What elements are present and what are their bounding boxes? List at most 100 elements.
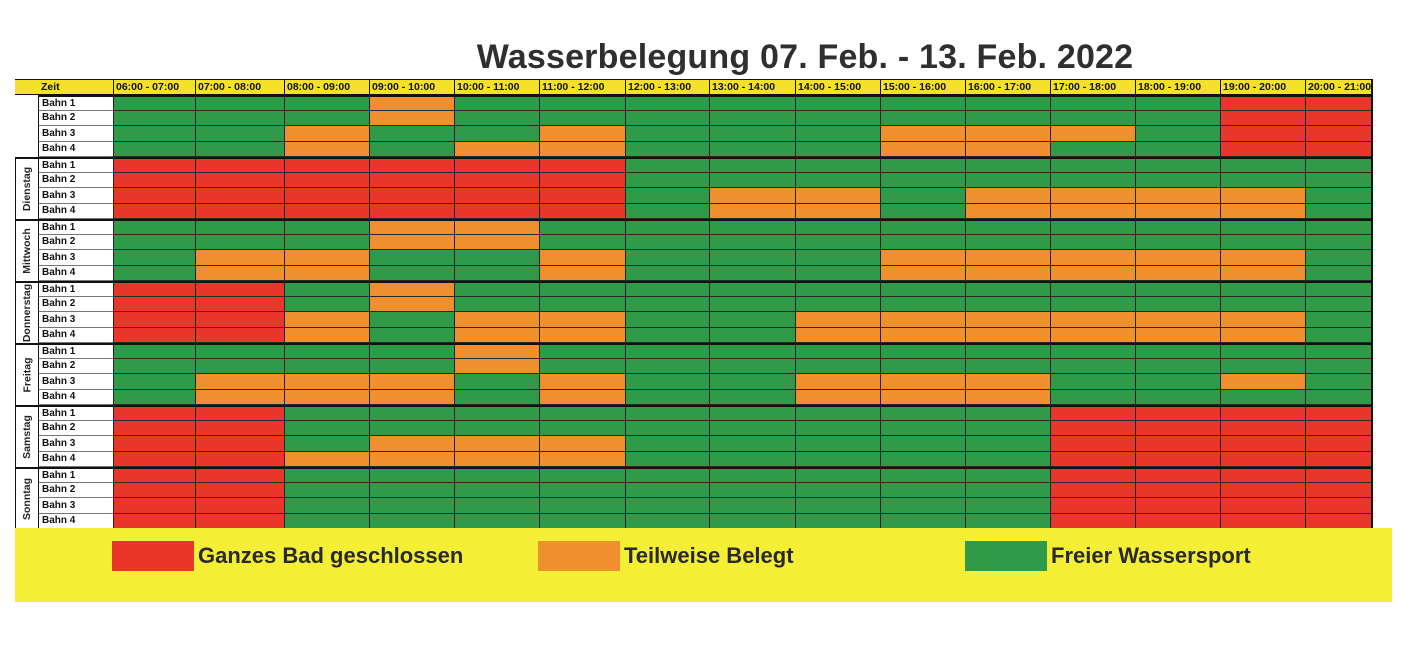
- slot-cell: [1050, 250, 1135, 266]
- slot-cell: [1050, 172, 1135, 188]
- slot-cell: [795, 95, 880, 111]
- hour-header: 06:00 - 07:00: [113, 79, 195, 95]
- slot-cell: [625, 95, 709, 111]
- slot-cell: [965, 451, 1050, 467]
- slot-cell: [539, 498, 625, 514]
- slot-cell: [369, 436, 454, 452]
- slot-cell: [369, 296, 454, 312]
- slot-cell: [1305, 513, 1372, 529]
- slot-cell: [1135, 203, 1220, 219]
- slot-cell: [369, 219, 454, 235]
- slot-cell: [1220, 126, 1305, 142]
- slot-cell: [195, 95, 284, 111]
- slot-cell: [369, 141, 454, 157]
- day-name: Donnerstag: [21, 283, 33, 343]
- slot-cell: [284, 281, 369, 297]
- slot-cell: [454, 157, 539, 173]
- lane-label: Bahn 3: [38, 188, 113, 204]
- slot-cell: [284, 312, 369, 328]
- slot-cell: [625, 188, 709, 204]
- slot-cell: [195, 188, 284, 204]
- slot-cell: [113, 327, 195, 343]
- slot-cell: [1050, 203, 1135, 219]
- slot-cell: [369, 234, 454, 250]
- slot-cell: [880, 405, 965, 421]
- slot-cell: [1220, 250, 1305, 266]
- slot-cell: [1220, 312, 1305, 328]
- slot-cell: [625, 327, 709, 343]
- slot-cell: [454, 296, 539, 312]
- slot-cell: [113, 405, 195, 421]
- slot-cell: [1220, 141, 1305, 157]
- slot-cell: [539, 281, 625, 297]
- slot-cell: [369, 358, 454, 374]
- slot-cell: [880, 281, 965, 297]
- slot-cell: [1305, 405, 1372, 421]
- slot-cell: [795, 250, 880, 266]
- slot-cell: [1220, 389, 1305, 405]
- slot-cell: [965, 141, 1050, 157]
- slot-cell: [1050, 467, 1135, 483]
- slot-cell: [965, 281, 1050, 297]
- slot-cell: [965, 498, 1050, 514]
- slot-cell: [965, 467, 1050, 483]
- slot-cell: [284, 467, 369, 483]
- slot-cell: [1220, 281, 1305, 297]
- slot-cell: [709, 467, 795, 483]
- slot-cell: [195, 203, 284, 219]
- slot-cell: [1135, 312, 1220, 328]
- slot-cell: [113, 389, 195, 405]
- slot-cell: [1135, 95, 1220, 111]
- slot-cell: [454, 327, 539, 343]
- slot-cell: [1050, 513, 1135, 529]
- slot-cell: [625, 265, 709, 281]
- slot-cell: [1050, 343, 1135, 359]
- slot-cell: [795, 389, 880, 405]
- slot-cell: [113, 343, 195, 359]
- slot-cell: [1135, 513, 1220, 529]
- slot-cell: [539, 141, 625, 157]
- hour-header: 19:00 - 20:00: [1220, 79, 1305, 95]
- slot-cell: [880, 126, 965, 142]
- slot-cell: [195, 405, 284, 421]
- slot-cell: [369, 312, 454, 328]
- slot-cell: [284, 498, 369, 514]
- slot-cell: [1135, 141, 1220, 157]
- day-label: Dienstag: [15, 157, 38, 219]
- slot-cell: [965, 265, 1050, 281]
- slot-cell: [539, 203, 625, 219]
- hour-header: 08:00 - 09:00: [284, 79, 369, 95]
- slot-cell: [880, 203, 965, 219]
- slot-cell: [880, 312, 965, 328]
- slot-cell: [1050, 234, 1135, 250]
- lane-label: Bahn 2: [38, 172, 113, 188]
- slot-cell: [1220, 374, 1305, 390]
- lane-label: Bahn 1: [38, 343, 113, 359]
- slot-cell: [454, 343, 539, 359]
- lane-label: Bahn 2: [38, 358, 113, 374]
- slot-cell: [284, 389, 369, 405]
- slot-cell: [795, 482, 880, 498]
- slot-cell: [880, 172, 965, 188]
- slot-cell: [195, 467, 284, 483]
- slot-cell: [795, 513, 880, 529]
- lane-label: Bahn 4: [38, 265, 113, 281]
- slot-cell: [709, 157, 795, 173]
- slot-cell: [454, 234, 539, 250]
- slot-cell: [965, 126, 1050, 142]
- slot-cell: [625, 157, 709, 173]
- slot-cell: [284, 95, 369, 111]
- slot-cell: [709, 250, 795, 266]
- slot-cell: [1305, 312, 1372, 328]
- slot-cell: [795, 358, 880, 374]
- slot-cell: [195, 141, 284, 157]
- hour-header: 11:00 - 12:00: [539, 79, 625, 95]
- slot-cell: [880, 188, 965, 204]
- slot-cell: [284, 296, 369, 312]
- slot-cell: [965, 95, 1050, 111]
- lane-label: Bahn 3: [38, 436, 113, 452]
- slot-cell: [113, 203, 195, 219]
- slot-cell: [195, 482, 284, 498]
- slot-cell: [709, 513, 795, 529]
- slot-cell: [880, 234, 965, 250]
